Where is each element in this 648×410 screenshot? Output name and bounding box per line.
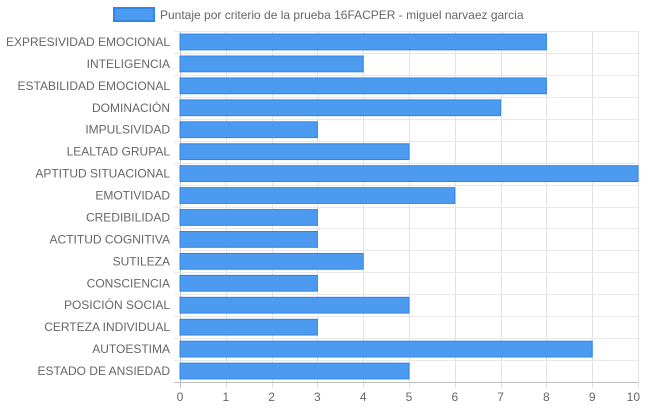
bar[interactable] [179, 165, 639, 182]
bar[interactable] [179, 33, 547, 51]
bar[interactable] [179, 99, 502, 117]
x-tick-label: 3 [314, 390, 321, 404]
legend-swatch [113, 7, 155, 22]
category-label: INTELIGENCIA [87, 57, 170, 71]
bar[interactable] [179, 296, 410, 314]
x-tick-label: 0 [177, 390, 184, 404]
bar[interactable] [179, 121, 318, 139]
category-label: ESTABILIDAD EMOCIONAL [18, 79, 171, 93]
bar[interactable] [179, 318, 318, 336]
bars [179, 33, 639, 380]
bar[interactable] [179, 187, 456, 204]
category-label: AUTOESTIMA [92, 342, 170, 356]
bar[interactable] [179, 362, 410, 380]
category-label: EXPRESIVIDAD EMOCIONAL [6, 35, 170, 49]
legend[interactable]: Puntaje por criterio de la prueba 16FACP… [113, 7, 524, 22]
x-tick-labels: 0 1 2 3 4 5 6 7 8 9 10 [177, 390, 641, 404]
category-label: IMPULSIVIDAD [85, 123, 170, 137]
bar[interactable] [179, 77, 547, 95]
category-label: APTITUD SITUACIONAL [35, 167, 170, 181]
category-label: CONSCIENCIA [87, 276, 170, 290]
x-tick-label: 10 [627, 390, 641, 404]
x-tick-label: 4 [360, 390, 367, 404]
category-labels: EXPRESIVIDAD EMOCIONAL INTELIGENCIA ESTABI… [6, 35, 170, 378]
x-tick-label: 9 [589, 390, 596, 404]
bar[interactable] [179, 143, 410, 161]
x-tick-label: 2 [268, 390, 275, 404]
x-tick-label: 8 [543, 390, 550, 404]
bar[interactable] [179, 340, 593, 358]
x-tick-label: 1 [222, 390, 229, 404]
category-label: ESTADO DE ANSIEDAD [38, 364, 171, 378]
category-label: EMOTIVIDAD [95, 189, 170, 203]
category-label: CREDIBILIDAD [86, 210, 170, 224]
category-label: DOMINACIÓN [92, 100, 170, 115]
bar[interactable] [179, 209, 318, 226]
bar[interactable] [179, 274, 318, 292]
category-label: CERTEZA INDIVIDUAL [44, 320, 170, 334]
x-tick-label: 7 [497, 390, 504, 404]
category-label: ACTITUD COGNITIVA [50, 232, 170, 246]
bar[interactable] [179, 231, 318, 248]
bar[interactable] [179, 252, 364, 270]
category-label: SUTILEZA [113, 254, 170, 268]
x-tick-label: 5 [406, 390, 413, 404]
category-label: POSICIÓN SOCIAL [64, 297, 170, 312]
category-label: LEALTAD GRUPAL [67, 145, 171, 159]
bar[interactable] [179, 55, 364, 73]
legend-label: Puntaje por criterio de la prueba 16FACP… [160, 8, 524, 22]
x-tick-label: 6 [451, 390, 458, 404]
